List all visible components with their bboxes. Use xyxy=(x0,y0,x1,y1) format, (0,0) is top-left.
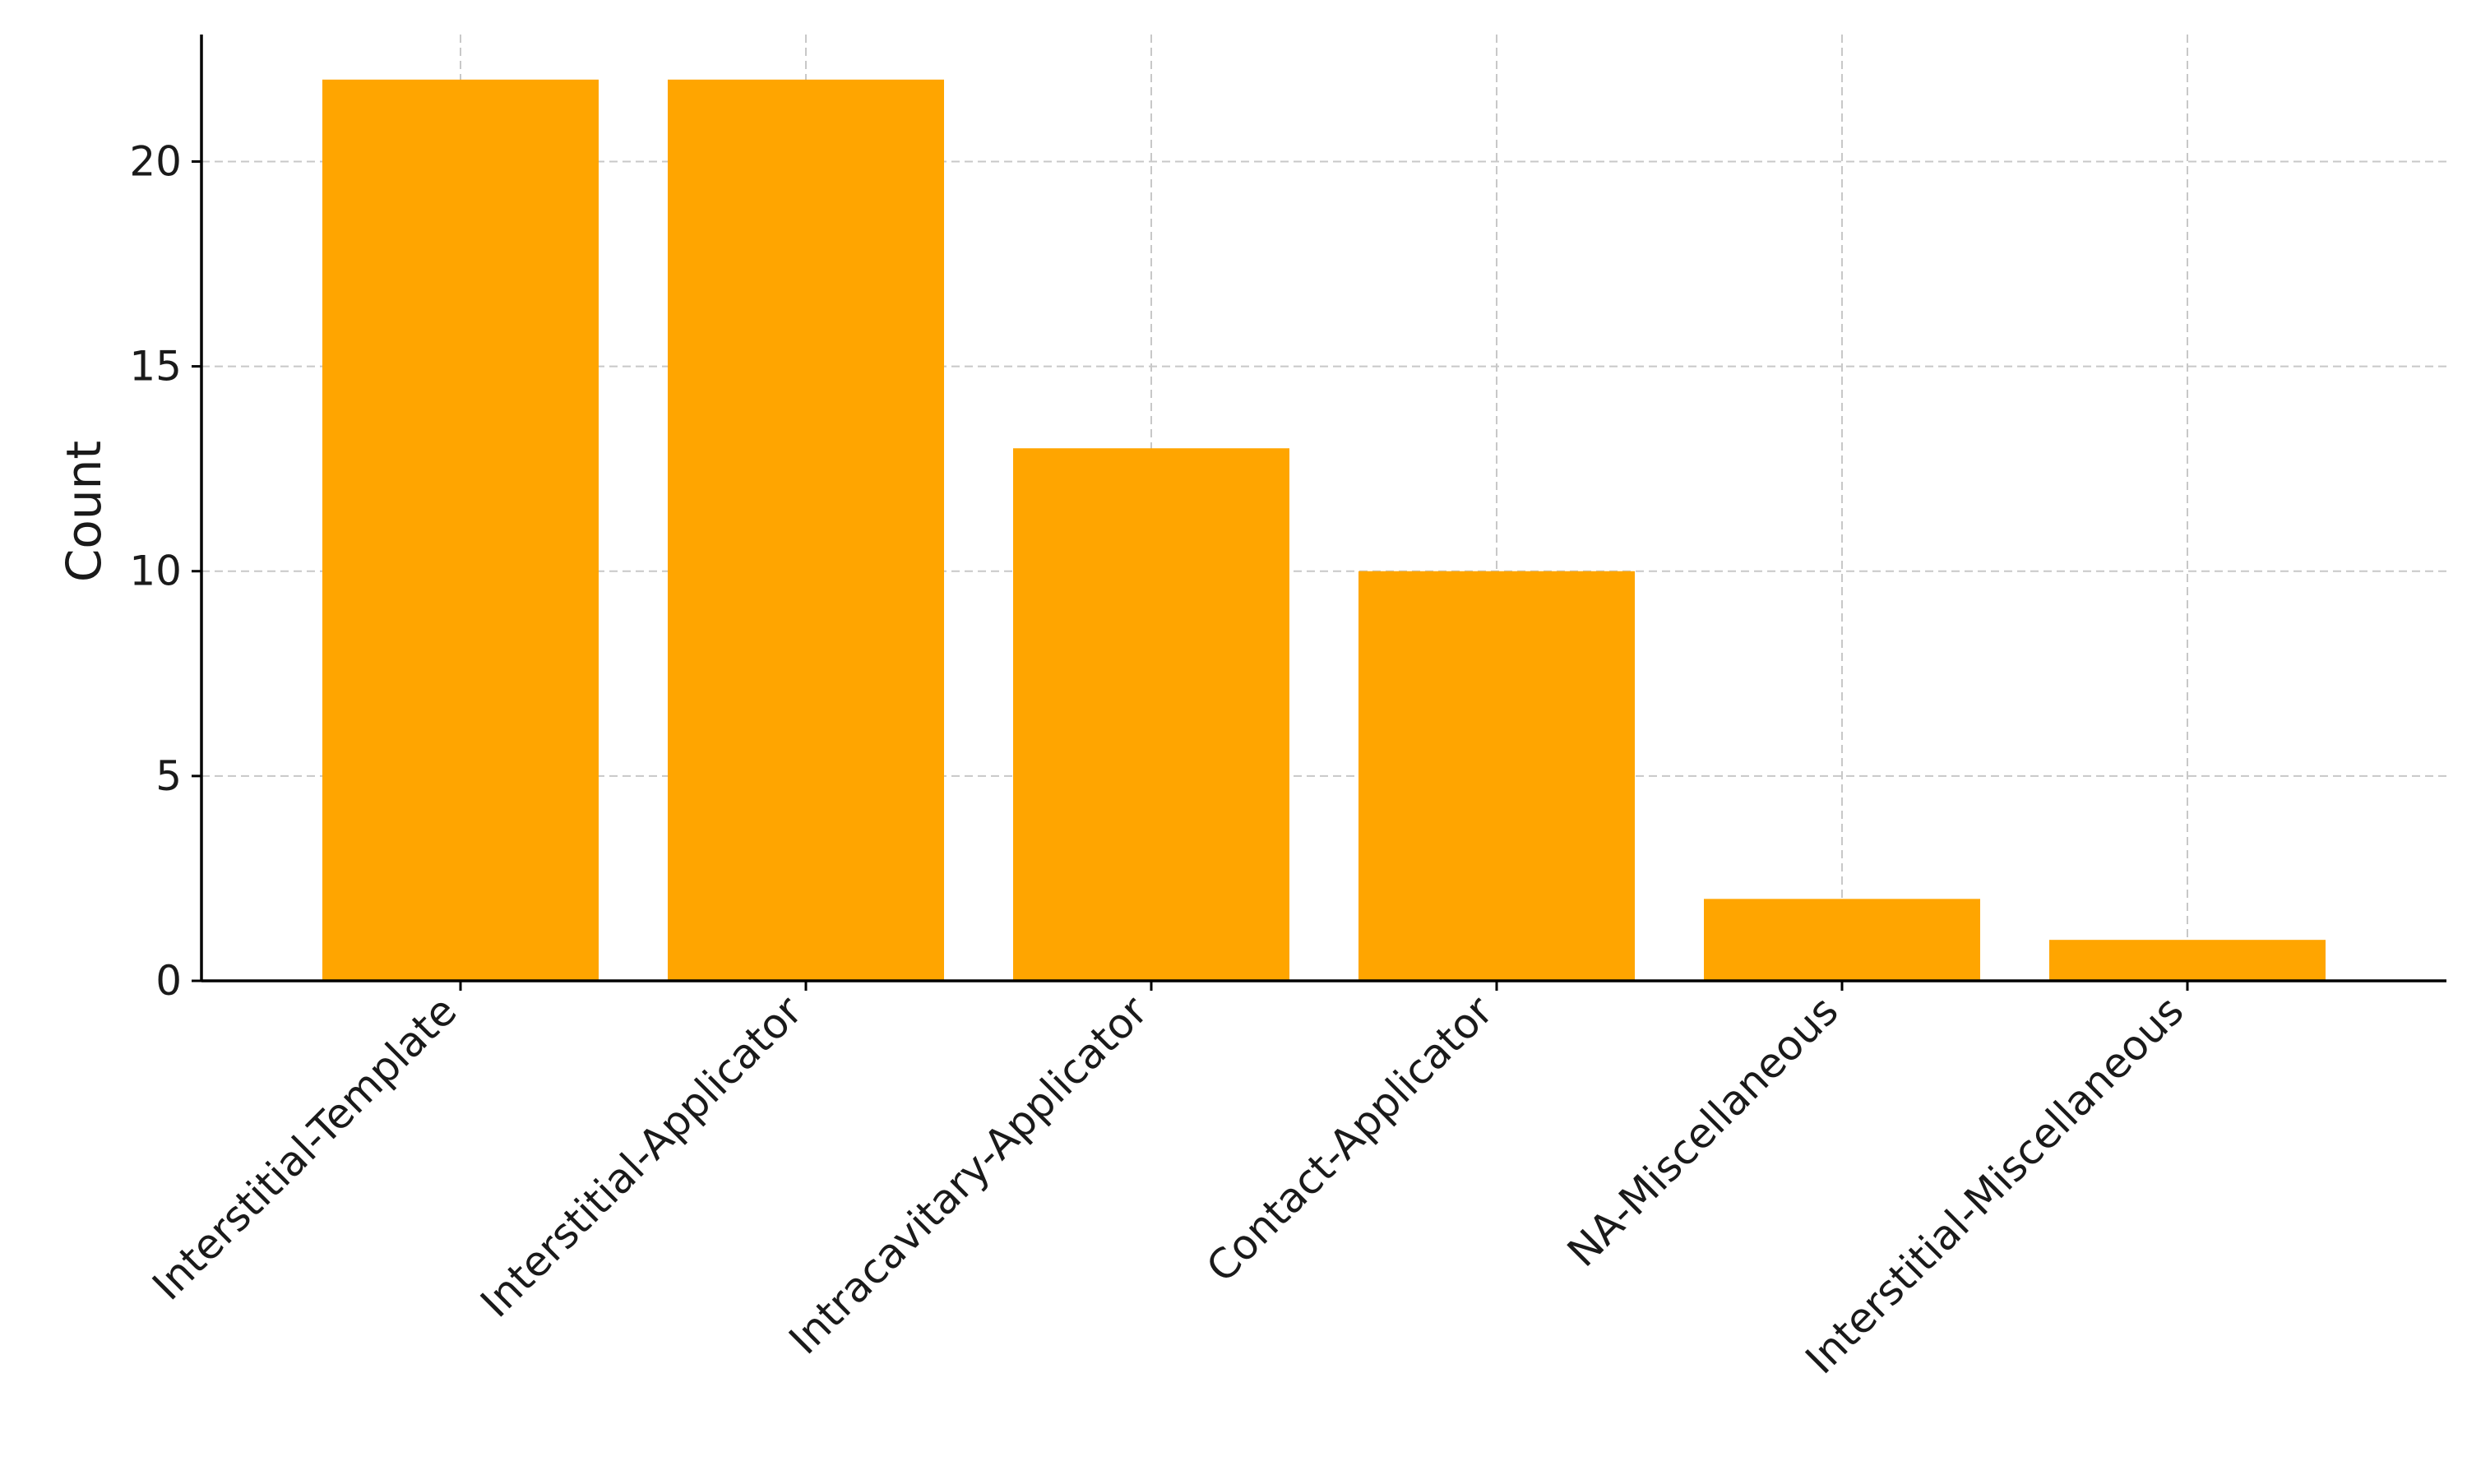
y-tick-label: 10 xyxy=(129,548,182,595)
x-tick-label: Interstitial-Template xyxy=(143,987,465,1309)
x-tick-label: Contact-Applicator xyxy=(1197,987,1502,1292)
x-tick-label: Interstitial-Miscellaneous xyxy=(1797,987,2193,1383)
bar xyxy=(668,79,944,981)
y-tick-label: 20 xyxy=(129,137,182,185)
x-tick-label: NA-Miscellaneous xyxy=(1558,987,1847,1275)
y-tick-label: 15 xyxy=(129,343,182,391)
axis-layer xyxy=(192,35,2446,991)
bar xyxy=(1013,448,1289,981)
bar-layer xyxy=(322,79,2326,981)
bar xyxy=(1358,571,1635,981)
y-axis-title: Count xyxy=(56,441,112,582)
bar xyxy=(322,79,599,981)
x-tick-label: Intracavitary-Applicator xyxy=(780,987,1157,1363)
y-tick-label: 0 xyxy=(155,957,182,1005)
bar xyxy=(2049,940,2326,981)
y-tick-label: 5 xyxy=(155,752,182,800)
bar xyxy=(1704,899,1980,981)
x-tick-label: Interstitial-Applicator xyxy=(471,987,811,1326)
